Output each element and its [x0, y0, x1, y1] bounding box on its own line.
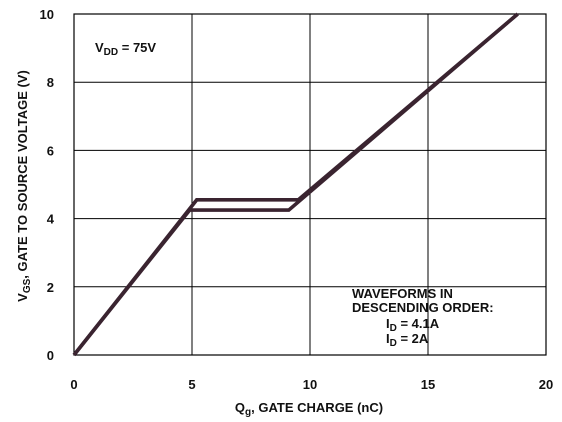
- vdd-main: V: [95, 40, 104, 55]
- tick-labels: 0 5 10 15 20 0 2 4 6 8 10: [40, 7, 554, 392]
- x-tick-label: 5: [188, 377, 195, 392]
- y-tick-label: 6: [47, 143, 54, 158]
- y-tick-label: 8: [47, 75, 54, 90]
- x-axis-label-main: Q: [235, 400, 245, 415]
- legend-entry-2-main: I: [386, 331, 390, 346]
- y-tick-label: 2: [47, 280, 54, 295]
- plot-frame: [73, 13, 547, 356]
- y-tick-label: 10: [40, 7, 54, 22]
- grid-lines: [74, 14, 546, 355]
- legend-entry-1-rest: = 4.1A: [397, 316, 440, 331]
- y-axis-label-rest: , GATE TO SOURCE VOLTAGE (V): [15, 70, 30, 279]
- x-tick-label: 10: [303, 377, 317, 392]
- x-axis-label: Qg, GATE CHARGE (nC): [235, 400, 383, 418]
- legend-heading-line-2: DESCENDING ORDER:: [352, 300, 494, 315]
- y-axis-label: VGS, GATE TO SOURCE VOLTAGE (V): [15, 70, 33, 302]
- vdd-sub: DD: [104, 47, 118, 58]
- series-layer: [72, 12, 519, 357]
- legend-entry-1-sub: D: [390, 323, 397, 334]
- legend-entry-2-sub: D: [390, 338, 397, 349]
- legend-entry-1-main: I: [386, 316, 390, 331]
- legend-entry-2-rest: = 2A: [397, 331, 429, 346]
- x-tick-label: 15: [421, 377, 435, 392]
- y-axis-label-sub: GS: [22, 278, 33, 293]
- x-axis-label-sub: g: [245, 407, 251, 418]
- series-line-2: [72, 12, 519, 357]
- legend-entry-id-2a: ID = 2A: [386, 331, 429, 349]
- y-axis-label-main: V: [15, 293, 30, 302]
- legend-heading-line-1: WAVEFORMS IN: [352, 286, 453, 301]
- x-tick-label: 20: [539, 377, 553, 392]
- x-tick-label: 0: [70, 377, 77, 392]
- vdd-rest: = 75V: [118, 40, 156, 55]
- x-axis-label-rest: , GATE CHARGE (nC): [251, 400, 383, 415]
- vdd-annotation: VDD = 75V: [95, 40, 156, 58]
- y-tick-label: 4: [47, 212, 55, 227]
- y-tick-label: 0: [47, 348, 54, 363]
- legend-entry-id-4-1a: ID = 4.1A: [386, 316, 440, 334]
